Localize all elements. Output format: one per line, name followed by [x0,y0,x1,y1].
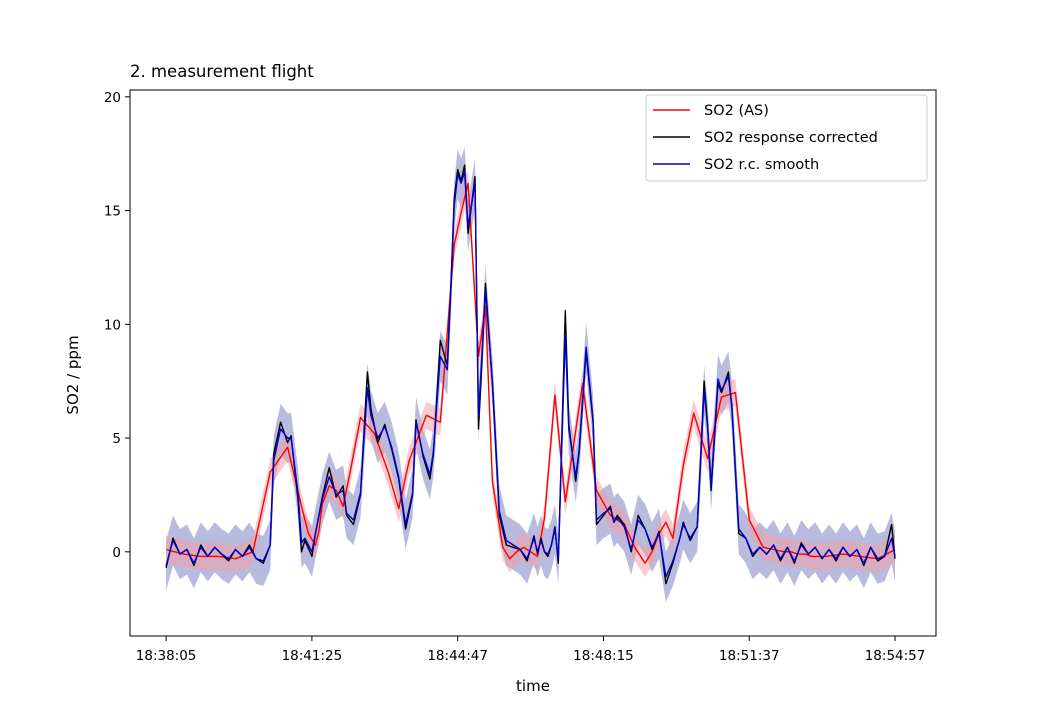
chart-title: 2. measurement flight [130,62,314,81]
legend-label-so2-as: SO2 (AS) [704,103,769,119]
x-tick-label: 18:38:05 [136,648,197,664]
x-tick-label: 18:48:15 [573,648,634,664]
y-axis-label: SO2 / ppm [64,335,82,414]
y-tick-label: 0 [112,545,121,561]
plot-frame [129,89,937,637]
y-tick-label: 15 [104,204,121,220]
x-tick-label: 18:51:37 [719,648,780,664]
x-tick-label: 18:54:57 [865,648,926,664]
x-tick-label: 18:41:25 [282,648,343,664]
legend-frame [645,94,928,182]
x-axis-label: time [516,677,550,695]
x-axis-ticks: 18:38:05 18:41:25 18:44:47 18:48:15 18:51:37… [136,636,926,664]
legend: SO2 (AS) SO2 response corrected SO2 r.c.… [645,94,928,182]
y-tick-label: 5 [112,431,121,447]
series-lines [165,164,896,585]
y-tick-label: 20 [104,90,121,106]
y-tick-label: 10 [104,317,121,333]
band-so2-as [166,169,896,577]
line-so2-r-c-smooth [165,171,896,578]
line-so2-as [165,182,896,564]
y-axis-ticks: 0 5 10 15 20 [104,90,130,561]
legend-label-so2-rc-smooth: SO2 r.c. smooth [704,157,819,173]
x-tick-label: 18:44:47 [427,648,488,664]
legend-label-so2-response-corrected: SO2 response corrected [704,130,878,146]
